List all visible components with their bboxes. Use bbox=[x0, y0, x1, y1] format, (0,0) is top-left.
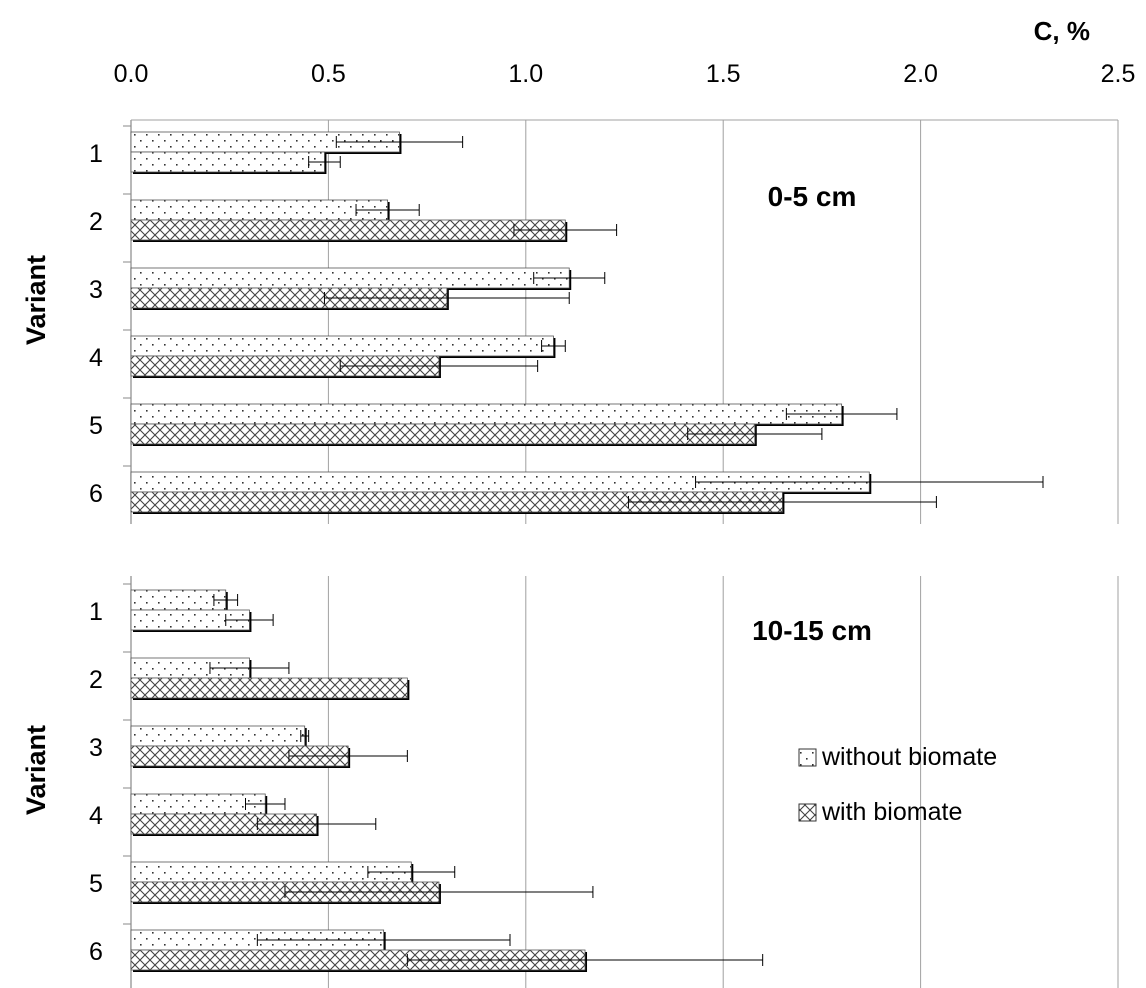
category-label: 3 bbox=[89, 276, 103, 304]
x-tick-label: 0.0 bbox=[114, 60, 149, 88]
category-label: 3 bbox=[89, 734, 103, 762]
x-tick-label: 2.0 bbox=[903, 60, 938, 88]
x-axis: C, % 0.0 0.5 1.0 1.5 2.0 2.5 bbox=[114, 16, 1136, 88]
category-label: 1 bbox=[89, 140, 103, 168]
x-axis-title: C, % bbox=[1034, 16, 1090, 46]
bar bbox=[130, 219, 566, 241]
x-tick-label: 2.5 bbox=[1101, 60, 1136, 88]
bar bbox=[130, 335, 554, 357]
x-tick-labels: 0.0 0.5 1.0 1.5 2.0 2.5 bbox=[114, 60, 1136, 88]
y-axis-title: Variant bbox=[21, 725, 51, 815]
bar bbox=[130, 725, 306, 747]
category-label: 5 bbox=[89, 412, 103, 440]
legend-label: with biomate bbox=[821, 798, 962, 826]
y-axis-title: Variant bbox=[21, 255, 51, 345]
x-tick-label: 0.5 bbox=[311, 60, 346, 88]
legend: without biomate with biomate bbox=[798, 743, 997, 826]
legend-swatch bbox=[798, 803, 817, 822]
bar bbox=[130, 199, 389, 221]
bar bbox=[130, 589, 227, 611]
category-label: 4 bbox=[89, 344, 103, 372]
panel-title: 0-5 cm bbox=[768, 181, 857, 212]
panel-2: 1 2 3 4 5 6 10-15 cm Variant bbox=[21, 576, 1119, 988]
bar bbox=[130, 403, 843, 425]
category-label: 5 bbox=[89, 870, 103, 898]
legend-swatch bbox=[798, 748, 817, 767]
bar bbox=[130, 677, 408, 699]
x-tick-label: 1.0 bbox=[508, 60, 543, 88]
bar bbox=[130, 423, 756, 445]
category-label: 2 bbox=[89, 208, 103, 236]
category-label: 2 bbox=[89, 666, 103, 694]
x-tick-label: 1.5 bbox=[706, 60, 741, 88]
category-label: 1 bbox=[89, 598, 103, 626]
category-label: 6 bbox=[89, 938, 103, 966]
bar bbox=[130, 151, 325, 173]
legend-label: without biomate bbox=[821, 743, 997, 771]
panel-title: 10-15 cm bbox=[752, 615, 872, 646]
panel-1: 1 2 3 4 5 6 0-5 cm Variant bbox=[21, 119, 1119, 524]
category-label: 6 bbox=[89, 480, 103, 508]
bar bbox=[130, 267, 570, 289]
chart-panels: 1 2 3 4 5 6 0-5 cm Variant 1 2 3 4 5 6 10-15 cm Variant bbox=[21, 119, 1119, 988]
category-label: 4 bbox=[89, 802, 103, 830]
